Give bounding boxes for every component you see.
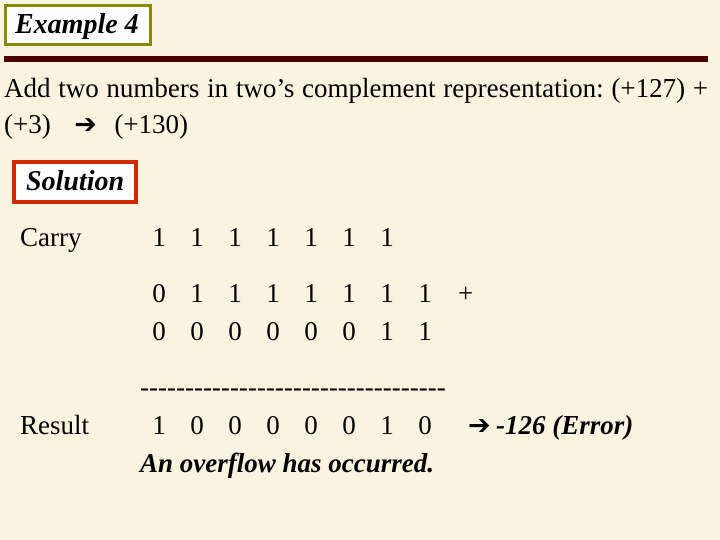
bit-cell: 0 [292, 410, 330, 441]
bit-cell: 1 [368, 278, 406, 309]
carry-row: Carry 1 1 1 1 1 1 1 [20, 222, 633, 260]
problem-statement: Add two numbers in two’s complement repr… [4, 70, 708, 143]
bit-cell: 0 [254, 316, 292, 347]
dashes: ---------------------------------- [140, 372, 446, 403]
bit-cell: 0 [140, 316, 178, 347]
spacer-row [20, 260, 633, 278]
result-row: Result 1 0 0 0 0 0 1 0 ➔ -126 (Error) [20, 410, 633, 448]
bit-cell: 0 [140, 278, 178, 309]
example-box: Example 4 [4, 4, 152, 46]
bit-cell: 1 [406, 316, 444, 347]
bit-cell: 1 [368, 316, 406, 347]
spacer-row [20, 354, 633, 372]
arrow-icon: ➔ [468, 410, 491, 440]
bit-cell: 0 [254, 410, 292, 441]
overflow-message: An overflow has occurred. [20, 448, 434, 479]
bit-cell: 1 [292, 222, 330, 253]
operand-a-row: 0 1 1 1 1 1 1 1 + [20, 278, 633, 316]
bit-cell: 0 [216, 410, 254, 441]
bit-cell: 1 [368, 410, 406, 441]
result-label: Result [20, 410, 140, 441]
bit-cell: 1 [330, 278, 368, 309]
bit-cell: 1 [292, 278, 330, 309]
bit-cell: 0 [292, 316, 330, 347]
bit-cell: 1 [330, 222, 368, 253]
calculation-block: Carry 1 1 1 1 1 1 1 0 1 1 1 1 1 1 1 + 0 … [20, 222, 633, 486]
bit-cell: 1 [178, 222, 216, 253]
result-note: -126 (Error) [496, 410, 633, 441]
plus-sign: + [444, 278, 496, 309]
solution-label: Solution [26, 166, 124, 197]
bit-cell: 1 [216, 222, 254, 253]
bit-cell: 0 [406, 410, 444, 441]
bit-cell: 0 [178, 410, 216, 441]
bit-cell: 1 [406, 278, 444, 309]
operand-b-row: 0 0 0 0 0 0 1 1 [20, 316, 633, 354]
carry-label: Carry [20, 222, 140, 253]
bit-cell: 1 [254, 278, 292, 309]
bit-cell: 0 [216, 316, 254, 347]
bit-cell: 1 [140, 410, 178, 441]
bit-cell: 1 [254, 222, 292, 253]
horizontal-rule [4, 56, 708, 62]
solution-box: Solution [12, 160, 138, 204]
result-arrow: ➔ [444, 410, 496, 441]
bit-cell: 1 [368, 222, 406, 253]
bit-cell: 1 [140, 222, 178, 253]
example-label: Example 4 [15, 9, 139, 40]
divider-row: ---------------------------------- [20, 372, 633, 410]
bit-cell: 0 [330, 410, 368, 441]
bit-cell: 0 [330, 316, 368, 347]
overflow-row: An overflow has occurred. [20, 448, 633, 486]
bit-cell: 1 [216, 278, 254, 309]
bit-cell: 1 [178, 278, 216, 309]
slide-page: Example 4 Add two numbers in two’s compl… [0, 0, 720, 540]
bit-cell: 0 [178, 316, 216, 347]
